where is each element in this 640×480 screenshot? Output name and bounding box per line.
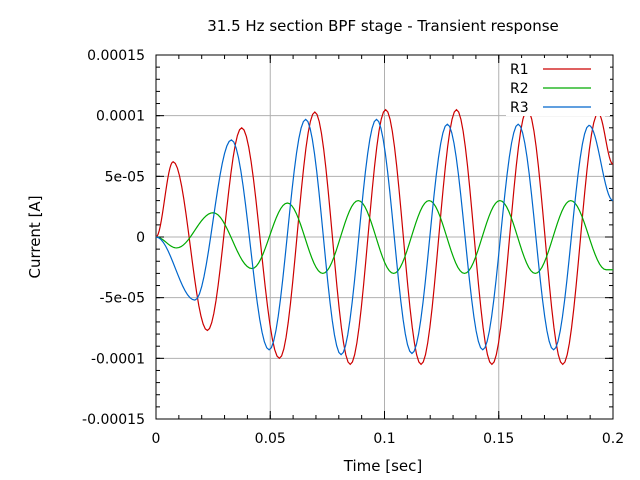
y-tick-label: 5e-05 [105, 169, 145, 185]
y-tick-label: 0.00015 [87, 48, 145, 64]
legend-label-r3: R3 [510, 100, 529, 116]
x-tick-label: 0.15 [483, 431, 514, 447]
series-lines [155, 108, 614, 366]
grid-lines [156, 55, 613, 419]
y-tick-label: -0.00015 [82, 412, 145, 428]
series-line-r2 [155, 199, 613, 275]
x-tick-label: 0.2 [602, 431, 624, 447]
legend-background [506, 58, 610, 116]
x-tick-label: 0 [152, 431, 161, 447]
legend-label-r1: R1 [510, 62, 529, 78]
y-axis-title: Current [A] [26, 195, 44, 278]
y-tick-label: -5e-05 [100, 291, 145, 307]
legend-label-r2: R2 [510, 81, 529, 97]
y-tick-label: 0 [136, 230, 145, 246]
x-axis-title: Time [sec] [343, 457, 422, 475]
axis-ticks: -0.00015 -0.0001 -5e-05 0 5e-05 0.0001 0.00015… [82, 48, 624, 447]
y-tick-label: 0.0001 [96, 109, 145, 125]
legend: R1 R2 R3 [506, 58, 610, 116]
x-tick-label: 0.05 [255, 431, 286, 447]
series-line-r3 [155, 118, 614, 356]
chart-title: 31.5 Hz section BPF stage - Transient re… [207, 17, 559, 35]
y-tick-label: -0.0001 [91, 351, 145, 367]
x-tick-label: 0.1 [373, 431, 395, 447]
series-line-r1 [155, 108, 614, 366]
